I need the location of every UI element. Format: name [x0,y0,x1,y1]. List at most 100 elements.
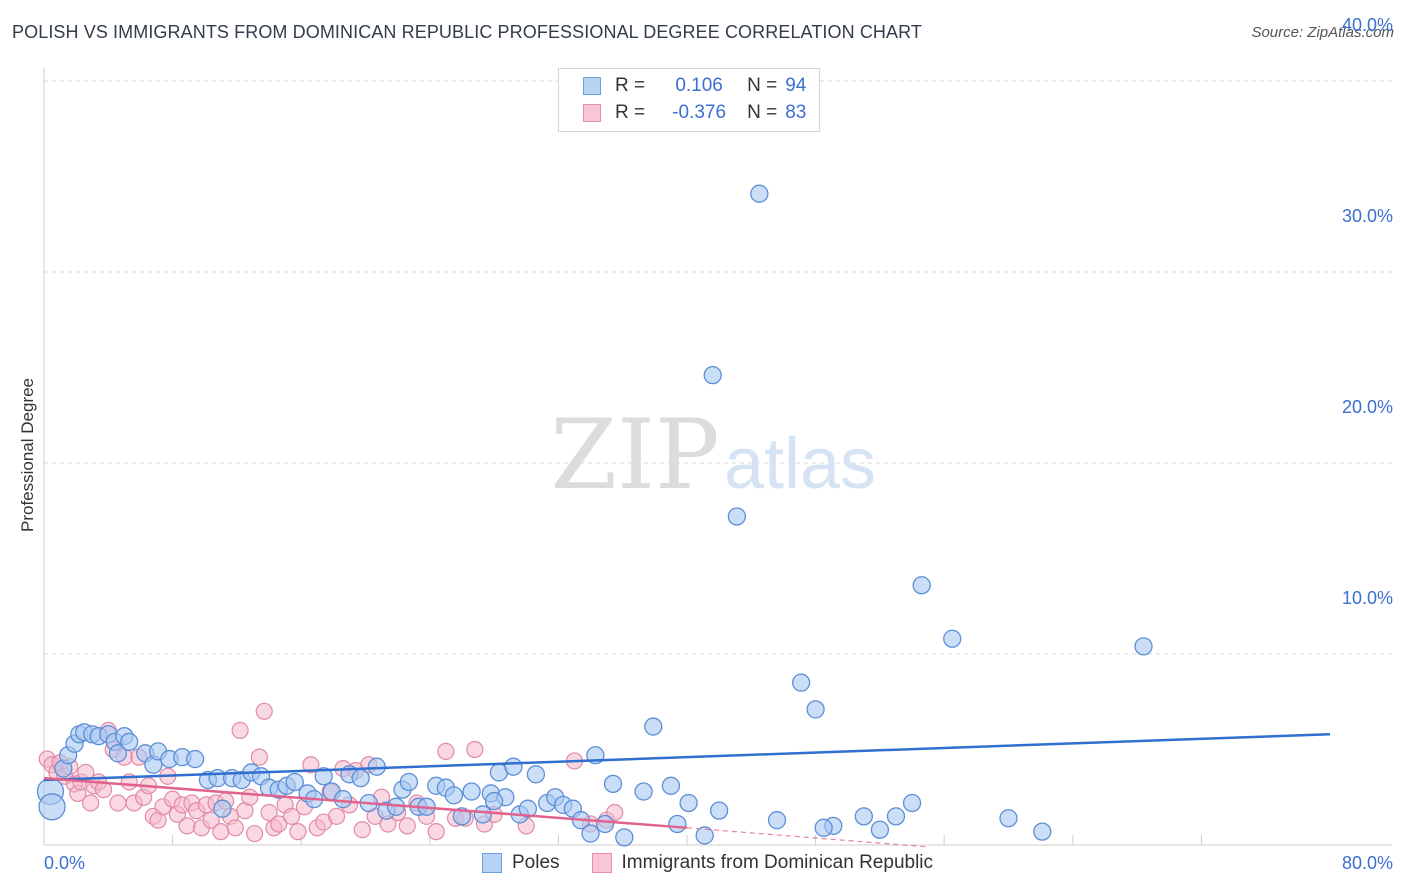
point-poles [462,782,481,801]
legend-swatch-immigrants [591,853,612,873]
point-poles [870,820,890,839]
n-label: N = [747,75,778,96]
legend-label-immigrants: Immigrants from Dominican Republic [621,852,934,873]
point-poles [703,365,722,385]
point-immigrants [302,756,320,774]
legend-item-immigrants: Immigrants from Dominican Republic [591,852,934,874]
point-poles [806,700,825,719]
point-poles [333,790,353,809]
point-immigrants [353,821,371,839]
x-tick-label: 0.0% [44,853,85,873]
legend-swatch-pink [583,104,601,122]
point-immigrants [606,803,624,822]
point-poles [886,807,906,826]
point-poles [814,818,833,837]
legend-row-immigrants: R = -0.376 N = 83 [583,100,806,126]
n-value: 83 [785,102,807,123]
r-label: R = [615,75,646,96]
point-poles [518,799,538,818]
point-poles [484,791,504,811]
point-poles [767,811,787,830]
point-poles [854,807,873,826]
point-poles [595,814,615,834]
point-immigrants [109,794,127,812]
point-immigrants [466,740,484,759]
series-legend: Poles Immigrants from Dominican Republic [482,852,965,874]
source-credit: Source: ZipAtlas.com [1251,24,1394,41]
correlation-legend: R = 0.106 N = 94 R = -0.376 N = 83 [558,68,820,132]
point-poles [644,717,663,736]
point-poles [367,757,386,776]
r-value: -0.376 [672,102,727,123]
point-poles [213,799,232,818]
point-poles [526,765,546,784]
point-immigrants [231,721,249,740]
point-immigrants [82,794,100,812]
y-tick-label: 30.0% [1342,206,1393,226]
point-immigrants [427,823,445,841]
point-poles [504,757,523,776]
watermark-atlas: atlas [724,424,876,504]
trend-line-immigrants [43,776,688,830]
tick-labels: 10.0% 20.0% 30.0% 40.0% 0.0% 80.0% [44,15,1393,873]
point-poles [943,629,962,648]
trend-lines [43,732,1331,848]
point-poles [314,767,333,786]
point-poles [581,824,600,843]
y-tick-label: 40.0% [1342,15,1393,35]
point-immigrants [245,824,264,843]
r-label: R = [615,102,646,123]
point-poles [710,801,729,820]
point-poles [120,732,139,752]
x-tick-label: 80.0% [1342,853,1393,873]
point-immigrants [241,788,259,806]
point-poles [727,507,746,526]
point-immigrants [327,807,346,825]
grid-lines [44,80,1392,845]
point-poles [912,576,931,595]
point-poles [615,828,634,847]
legend-swatch-poles [482,853,502,873]
r-value: 0.106 [675,75,723,96]
point-poles [1033,822,1052,841]
point-immigrants [178,817,196,835]
legend-label-poles: Poles [512,852,560,873]
point-immigrants [226,819,244,837]
point-immigrants [270,815,288,833]
point-immigrants [289,823,307,841]
point-poles [1134,637,1153,656]
point-immigrants [398,817,416,835]
point-immigrants [260,803,278,822]
point-poles [634,782,653,801]
chart-title: POLISH VS IMMIGRANTS FROM DOMINICAN REPU… [12,22,922,42]
legend-row-poles: R = 0.106 N = 94 [583,73,806,99]
point-poles [695,826,714,845]
n-value: 94 [785,75,807,96]
point-poles [285,772,304,792]
axes [43,68,1392,846]
point-poles [679,793,698,813]
point-immigrants [282,807,301,825]
point-poles [668,814,687,834]
n-label: N = [747,102,778,123]
trend-line-immigrants-extension [686,827,929,848]
point-immigrants [250,748,269,766]
trend-line-poles [43,732,1331,782]
point-poles [452,807,472,826]
point-poles [661,776,681,795]
point-immigrants [202,811,220,829]
point-poles [108,744,128,763]
point-poles [185,749,205,769]
legend-item-poles: Poles [482,852,560,874]
point-poles [351,769,370,788]
y-tick-label: 20.0% [1342,397,1393,417]
point-poles [444,786,464,805]
point-poles [999,809,1018,828]
y-tick-label: 10.0% [1342,588,1393,608]
point-immigrants [255,702,273,720]
point-poles [750,184,769,203]
point-poles [902,793,922,813]
point-poles [38,793,66,821]
watermark: ZIP atlas [550,399,876,511]
